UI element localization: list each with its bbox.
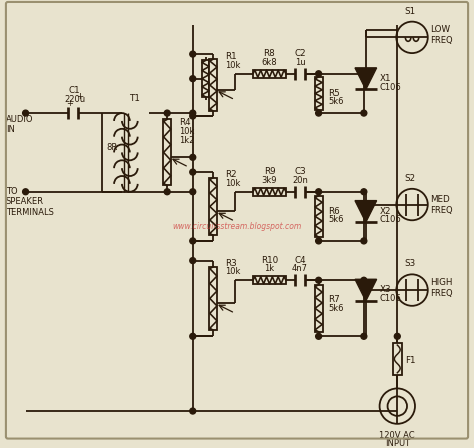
Circle shape [316, 189, 321, 195]
Circle shape [190, 408, 196, 414]
Circle shape [316, 238, 321, 244]
Text: R5: R5 [328, 89, 340, 98]
Text: C1: C1 [69, 86, 81, 95]
Text: FREQ: FREQ [430, 36, 452, 45]
Text: MED: MED [430, 195, 449, 204]
Text: C2: C2 [294, 49, 306, 58]
Text: X1: X1 [380, 74, 391, 83]
Text: 5k6: 5k6 [328, 215, 344, 224]
Text: 10k: 10k [225, 61, 241, 70]
Bar [253, 70, 286, 78]
Text: 20n: 20n [292, 176, 308, 185]
Text: S1: S1 [404, 7, 416, 16]
Text: R10: R10 [261, 255, 278, 264]
Text: 1u: 1u [295, 58, 305, 67]
Text: AUDIO
IN: AUDIO IN [6, 115, 33, 134]
Circle shape [190, 189, 196, 195]
Bar [315, 77, 322, 110]
Bar [315, 196, 322, 237]
Text: R2: R2 [225, 170, 237, 179]
Text: R3: R3 [225, 258, 237, 267]
Text: C106: C106 [380, 294, 401, 303]
Text: R7: R7 [328, 295, 340, 304]
Circle shape [23, 110, 28, 116]
Text: INPUT: INPUT [385, 439, 410, 448]
Polygon shape [355, 201, 377, 222]
Circle shape [190, 155, 196, 160]
Text: 10k: 10k [225, 179, 241, 188]
Text: C106: C106 [380, 82, 401, 91]
Text: HIGH: HIGH [430, 278, 452, 287]
Text: 10k: 10k [179, 127, 194, 136]
Text: 1k: 1k [264, 264, 274, 273]
Bar [210, 59, 218, 111]
Text: 5k6: 5k6 [328, 97, 344, 106]
Text: 8R: 8R [107, 142, 118, 151]
Circle shape [164, 110, 170, 116]
Text: TO
SPEAKER
TERMINALS: TO SPEAKER TERMINALS [6, 187, 54, 217]
Text: 120V AC: 120V AC [380, 431, 415, 439]
Bar [253, 188, 286, 196]
Text: 3k9: 3k9 [262, 176, 277, 185]
Circle shape [190, 169, 196, 175]
Text: 220u: 220u [64, 95, 85, 104]
Circle shape [361, 189, 367, 195]
Circle shape [164, 189, 170, 195]
Circle shape [190, 238, 196, 244]
Bar [210, 177, 218, 235]
Polygon shape [355, 68, 377, 90]
Circle shape [190, 333, 196, 339]
Text: 6k8: 6k8 [262, 58, 277, 67]
Circle shape [316, 71, 321, 77]
Text: +: + [76, 92, 83, 101]
Circle shape [361, 333, 367, 339]
Polygon shape [355, 279, 377, 301]
Circle shape [394, 333, 400, 339]
Text: C106: C106 [380, 215, 401, 224]
Text: X3: X3 [380, 285, 391, 294]
Text: 5k6: 5k6 [328, 304, 344, 313]
Text: +: + [66, 99, 73, 108]
Bar [163, 119, 171, 185]
Text: FREQ: FREQ [430, 289, 452, 297]
Bar [393, 343, 401, 375]
Text: R8: R8 [264, 49, 275, 58]
Circle shape [361, 110, 367, 116]
Circle shape [190, 76, 196, 82]
Bar [253, 276, 286, 284]
Text: R6: R6 [328, 207, 340, 215]
Text: 1k2: 1k2 [179, 136, 194, 145]
Circle shape [190, 113, 196, 119]
Circle shape [190, 258, 196, 263]
Text: X2: X2 [380, 207, 391, 215]
Circle shape [361, 277, 367, 283]
Text: S3: S3 [404, 259, 416, 268]
Text: C3: C3 [294, 167, 306, 176]
Text: R4: R4 [179, 118, 191, 127]
Text: LOW: LOW [430, 25, 450, 34]
Circle shape [190, 51, 196, 57]
Circle shape [361, 238, 367, 244]
Circle shape [23, 189, 28, 195]
Text: S2: S2 [404, 174, 416, 183]
Circle shape [190, 110, 196, 116]
Circle shape [361, 71, 367, 77]
Text: FREQ: FREQ [430, 206, 452, 215]
Text: C4: C4 [294, 255, 306, 264]
Text: 10k: 10k [225, 267, 241, 276]
Circle shape [316, 277, 321, 283]
Bar [201, 60, 210, 97]
Circle shape [316, 110, 321, 116]
Bar [210, 267, 218, 330]
Text: R1: R1 [225, 52, 237, 61]
Text: T1: T1 [129, 94, 140, 103]
Bar [315, 285, 322, 332]
Text: R9: R9 [264, 167, 275, 176]
Text: www.circuitsstream.blogspot.com: www.circuitsstream.blogspot.com [173, 222, 301, 231]
Text: F1: F1 [405, 357, 416, 366]
Circle shape [316, 333, 321, 339]
Text: 4n7: 4n7 [292, 264, 308, 273]
